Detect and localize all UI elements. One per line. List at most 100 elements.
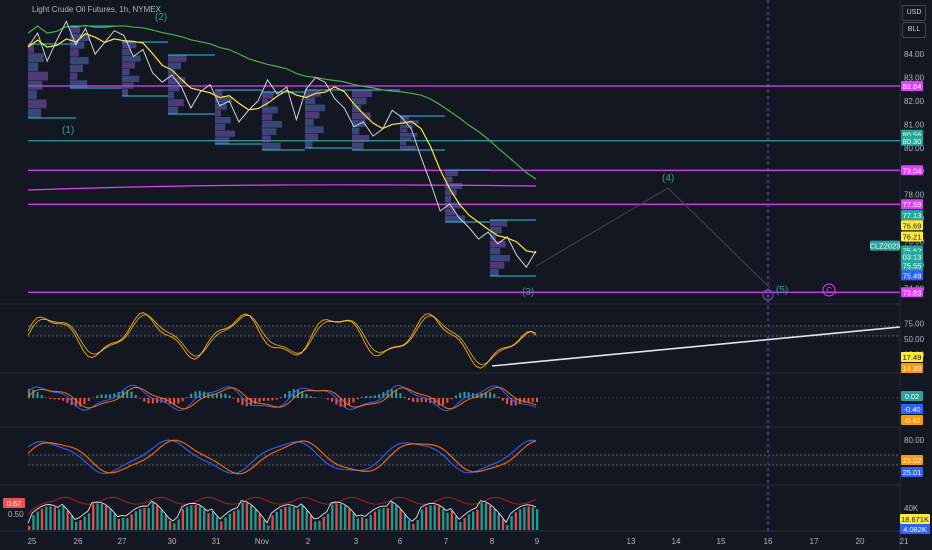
time-tick-13: 14 — [672, 537, 681, 546]
oscillator-2-pane — [27, 439, 900, 475]
svg-text:75.55: 75.55 — [903, 262, 922, 271]
svg-text:80.30: 80.30 — [903, 137, 922, 146]
macd-tag-2: -0.42 — [901, 415, 923, 425]
price-tag-7: 76.21 — [901, 231, 923, 242]
osc1-tick-1: 50.00 — [904, 335, 925, 344]
osc2-tag-0: 25.02 — [901, 455, 923, 465]
osc1-line-orange — [27, 312, 537, 369]
svg-text:25.02: 25.02 — [903, 456, 922, 465]
svg-text:77.59: 77.59 — [903, 200, 922, 209]
svg-text:4.082K: 4.082K — [903, 525, 927, 534]
svg-text:-0.40: -0.40 — [903, 405, 920, 414]
time-tick-18: 21 — [900, 537, 909, 546]
price-tick-4: 81.00 — [904, 120, 925, 129]
profile-1 — [70, 25, 122, 89]
osc2-line-blue — [27, 439, 537, 475]
price-tick-7: 78.00 — [904, 191, 925, 200]
time-tick-6: 2 — [306, 537, 311, 546]
pane-value-tags: 17.49 14.33 0.02 -0.40 -0.42 25.02 25.01 80.00 4… — [3, 352, 930, 534]
wave-label-2: (2) — [155, 12, 167, 23]
profile-8 — [400, 115, 445, 151]
long-ma-purple-line — [27, 184, 537, 191]
profile-2 — [122, 41, 168, 97]
osc2-tag-1: 25.01 — [901, 467, 923, 477]
volume-tick-0: 40K — [904, 504, 919, 513]
time-tick-17: 20 — [856, 537, 865, 546]
svg-text:80.56: 80.56 — [903, 131, 922, 140]
osc1-line-yellow — [27, 314, 537, 365]
time-tick-11: 9 — [535, 537, 540, 546]
wave-label-3: (3) — [522, 287, 534, 298]
svg-text:82.64: 82.64 — [903, 82, 922, 91]
time-tick-2: 27 — [118, 537, 127, 546]
volume-white-line — [27, 500, 537, 524]
svg-text:CLZ2023: CLZ2023 — [870, 242, 901, 251]
svg-text:0.67: 0.67 — [7, 499, 22, 508]
time-tick-16: 17 — [810, 537, 819, 546]
volume-profiles — [28, 25, 536, 277]
osc2-tick-0: 80.00 — [904, 436, 925, 445]
profile-6 — [305, 89, 352, 149]
price-tag-5: 77.13 — [901, 210, 923, 221]
oscillator-1-pane — [27, 312, 901, 369]
macd-line-orange — [27, 386, 537, 410]
price-tag-11: 75.55 — [901, 260, 923, 271]
price-line — [27, 20, 537, 269]
svg-text:17.49: 17.49 — [903, 353, 922, 362]
svg-text:76.21: 76.21 — [903, 233, 922, 242]
wave-label-5: (5) — [776, 285, 788, 296]
time-tick-10: 8 — [490, 537, 495, 546]
price-tick-9: 76.00 — [904, 237, 925, 246]
price-tag-6: 76.69 — [901, 220, 923, 231]
price-tag-13: 73.83 — [901, 287, 923, 298]
wave-label-c: C — [822, 283, 836, 297]
price-tag-0: 82.64 — [901, 80, 923, 91]
volume-tag-0: 18.671K — [900, 514, 930, 524]
time-tick-14: 15 — [717, 537, 726, 546]
volume-tag-1: 4.082K — [900, 524, 930, 534]
wave-label-4: (4) — [662, 173, 674, 184]
price-tick-1: 84.00 — [904, 50, 925, 59]
price-tick-5: 80.00 — [904, 144, 925, 153]
currency-button[interactable]: USD — [902, 5, 926, 21]
profile-4 — [215, 89, 262, 145]
svg-text:»: » — [766, 293, 770, 300]
price-tag-8: CLZ2023 — [870, 240, 901, 251]
price-tick-3: 82.00 — [904, 97, 925, 106]
svg-text:73.83: 73.83 — [903, 288, 922, 297]
time-tick-8: 6 — [398, 537, 403, 546]
svg-text:C: C — [826, 286, 832, 295]
volume-ma-line — [27, 496, 537, 516]
svg-text:76.69: 76.69 — [903, 221, 922, 230]
svg-text:79.04: 79.04 — [903, 166, 922, 175]
macd-tag-1: -0.40 — [901, 404, 923, 414]
svg-text:75.48: 75.48 — [903, 271, 922, 280]
horizontal-levels — [28, 85, 900, 293]
svg-text:25.01: 25.01 — [903, 468, 922, 477]
time-tick-3: 30 — [168, 537, 177, 546]
wave-projection — [535, 187, 771, 289]
unit-button[interactable]: BLL — [902, 22, 926, 38]
time-tick-4: 31 — [212, 537, 221, 546]
svg-text:03:13: 03:13 — [903, 253, 922, 262]
ma-yellow-line — [27, 33, 537, 254]
wave-label-1: (1) — [62, 125, 74, 136]
profile-0 — [28, 43, 76, 119]
price-tag-4: 77.59 — [901, 199, 923, 210]
left-badge-1: 0.50 — [8, 510, 24, 519]
time-tick-7: 3 — [354, 537, 359, 546]
profile-7 — [352, 89, 400, 151]
time-tick-12: 13 — [627, 537, 636, 546]
macd-tag-0: 0.02 — [901, 391, 923, 401]
replay-icon[interactable]: » — [762, 289, 774, 301]
time-tick-0: 25 — [28, 537, 37, 546]
time-tick-15: 16 — [764, 537, 773, 546]
osc2-line-orange — [27, 439, 537, 475]
svg-text:77.13: 77.13 — [903, 211, 922, 220]
profile-5 — [262, 91, 305, 151]
profile-9 — [445, 169, 490, 223]
osc1-tag-1: 14.33 — [901, 363, 923, 373]
